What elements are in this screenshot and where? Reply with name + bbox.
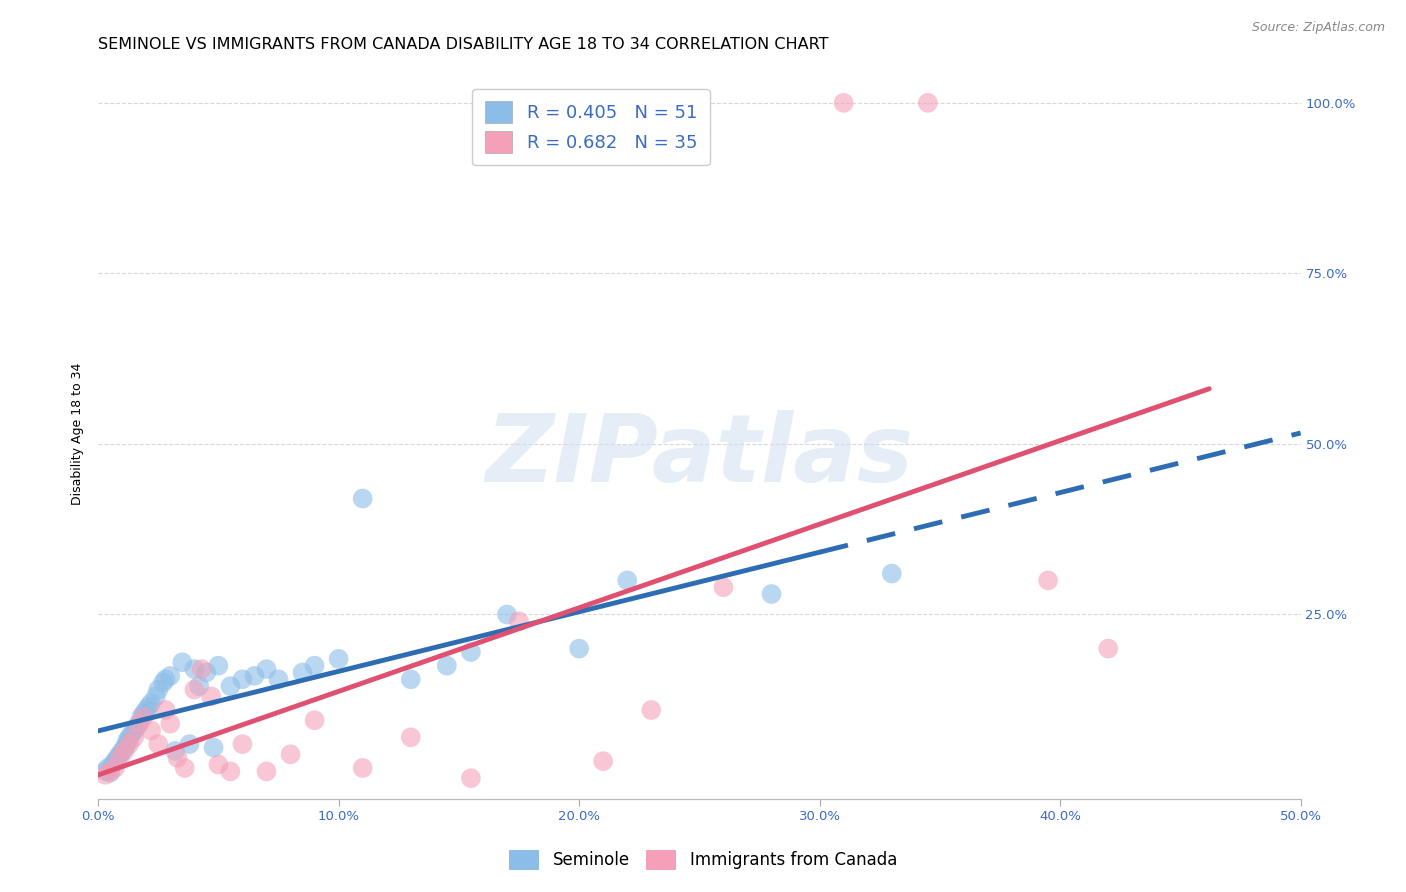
Legend: R = 0.405   N = 51, R = 0.682   N = 35: R = 0.405 N = 51, R = 0.682 N = 35 — [472, 88, 710, 165]
Point — [118, 731, 141, 745]
Point — [115, 733, 138, 747]
Point — [155, 673, 177, 687]
Point — [159, 669, 181, 683]
Point — [195, 665, 218, 680]
Point — [94, 764, 117, 779]
Text: ZIPatlas: ZIPatlas — [485, 409, 914, 501]
Point — [460, 771, 482, 785]
Point — [256, 662, 278, 676]
Point — [101, 757, 124, 772]
Point — [108, 747, 131, 762]
Point — [243, 669, 266, 683]
Point — [508, 615, 530, 629]
Point — [159, 716, 181, 731]
Point — [460, 645, 482, 659]
Point — [183, 662, 205, 676]
Point — [304, 658, 326, 673]
Point — [118, 737, 141, 751]
Point — [917, 95, 939, 110]
Point — [190, 662, 212, 676]
Point — [114, 744, 136, 758]
Point — [200, 690, 222, 704]
Point — [138, 699, 160, 714]
Point — [436, 658, 458, 673]
Point — [1097, 641, 1119, 656]
Point — [104, 761, 127, 775]
Point — [713, 580, 735, 594]
Point — [231, 673, 253, 687]
Point — [165, 744, 187, 758]
Point — [291, 665, 314, 680]
Point — [148, 737, 170, 751]
Point — [761, 587, 783, 601]
Point — [111, 744, 134, 758]
Point — [105, 750, 128, 764]
Point — [148, 682, 170, 697]
Point — [94, 768, 117, 782]
Point — [202, 740, 225, 755]
Point — [179, 737, 201, 751]
Point — [231, 737, 253, 751]
Point — [135, 703, 157, 717]
Point — [880, 566, 903, 581]
Point — [328, 652, 350, 666]
Point — [131, 710, 153, 724]
Point — [98, 764, 121, 779]
Point — [256, 764, 278, 779]
Text: Source: ZipAtlas.com: Source: ZipAtlas.com — [1251, 21, 1385, 35]
Point — [219, 764, 242, 779]
Point — [616, 574, 638, 588]
Point — [496, 607, 519, 622]
Point — [304, 713, 326, 727]
Point — [172, 655, 194, 669]
Y-axis label: Disability Age 18 to 34: Disability Age 18 to 34 — [72, 362, 84, 505]
Point — [98, 765, 121, 780]
Point — [132, 710, 155, 724]
Point — [108, 750, 131, 764]
Point — [122, 723, 145, 738]
Point — [139, 723, 162, 738]
Point — [122, 731, 145, 745]
Point — [115, 737, 138, 751]
Point — [592, 754, 614, 768]
Point — [183, 682, 205, 697]
Point — [188, 679, 211, 693]
Legend: Seminole, Immigrants from Canada: Seminole, Immigrants from Canada — [502, 843, 904, 877]
Point — [121, 727, 143, 741]
Point — [207, 757, 229, 772]
Point — [145, 690, 167, 704]
Point — [104, 754, 127, 768]
Point — [97, 761, 120, 775]
Point — [132, 706, 155, 721]
Point — [114, 740, 136, 755]
Point — [568, 641, 591, 656]
Point — [155, 703, 177, 717]
Point — [399, 673, 422, 687]
Point — [125, 720, 148, 734]
Text: SEMINOLE VS IMMIGRANTS FROM CANADA DISABILITY AGE 18 TO 34 CORRELATION CHART: SEMINOLE VS IMMIGRANTS FROM CANADA DISAB… — [98, 37, 828, 53]
Point — [352, 491, 374, 506]
Point — [219, 679, 242, 693]
Point — [128, 716, 150, 731]
Point — [399, 731, 422, 745]
Point — [139, 696, 162, 710]
Point — [640, 703, 662, 717]
Point — [152, 675, 174, 690]
Point — [173, 761, 195, 775]
Point — [128, 716, 150, 731]
Point — [207, 658, 229, 673]
Point — [832, 95, 855, 110]
Point — [267, 673, 290, 687]
Point — [1036, 574, 1059, 588]
Point — [280, 747, 302, 762]
Point — [166, 750, 188, 764]
Point — [352, 761, 374, 775]
